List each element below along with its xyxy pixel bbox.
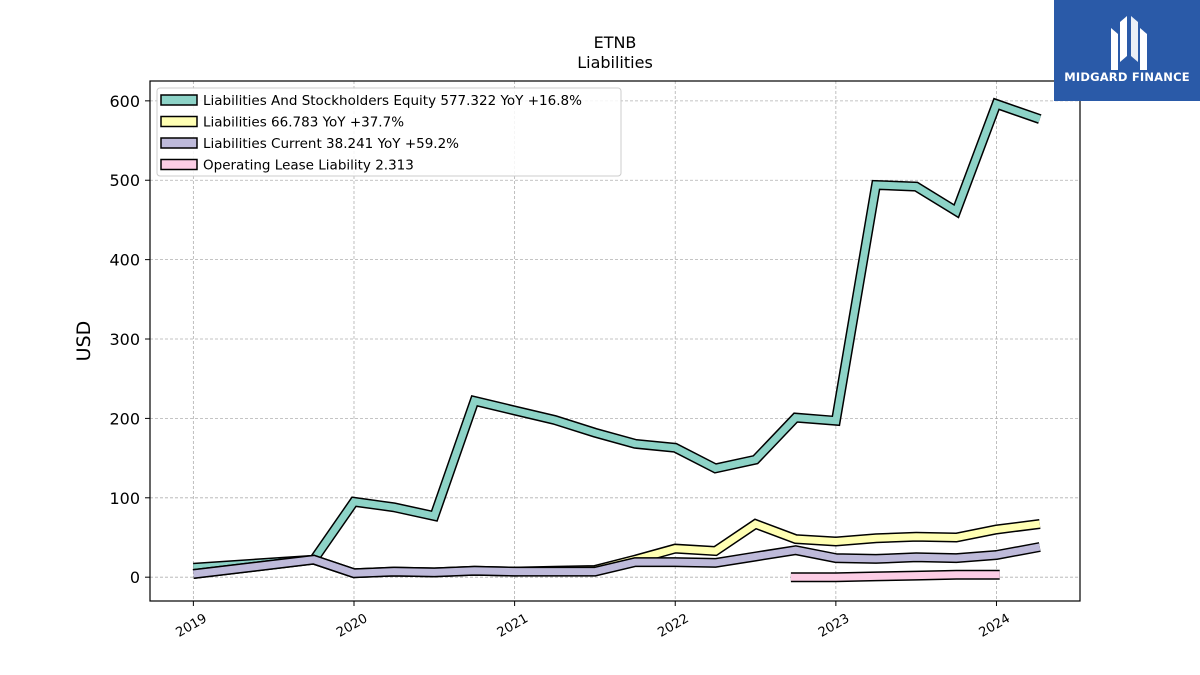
legend-swatch xyxy=(160,94,198,106)
legend-swatch xyxy=(160,115,198,128)
legend-entry: Liabilities And Stockholders Equity 577.… xyxy=(203,93,582,109)
x-tick-label: 2024 xyxy=(977,611,1013,641)
legend-entry: Liabilities 66.783 YoY +37.7% xyxy=(203,115,404,131)
y-tick-label: 0 xyxy=(130,568,140,587)
legend-entry: Operating Lease Liability 2.313 xyxy=(203,158,414,174)
legend-swatch xyxy=(160,137,198,149)
y-axis-label: USD xyxy=(73,321,95,362)
x-tick-label: 2022 xyxy=(655,611,691,641)
series-line xyxy=(192,542,1041,579)
plot-frame xyxy=(149,80,1081,602)
legend-entry: Liabilities Current 38.241 YoY +59.2% xyxy=(203,136,459,152)
series-line xyxy=(790,569,1000,583)
midgard-m-icon xyxy=(1111,16,1147,70)
legend-box xyxy=(156,87,622,177)
x-axis: 2019 2020 2021 2022 2023 2024 xyxy=(174,601,1013,641)
x-tick-label: 2023 xyxy=(816,611,852,641)
brand-logo: MIDGARD FINANCE xyxy=(1054,0,1200,101)
legend-swatch xyxy=(160,158,198,171)
y-tick-label: 500 xyxy=(109,171,140,190)
y-tick-label: 100 xyxy=(109,489,140,508)
y-tick-label: 400 xyxy=(109,251,140,270)
series-line-fill xyxy=(192,543,1041,578)
series-lines xyxy=(192,97,1042,583)
chart-title: ETNB xyxy=(594,33,637,52)
y-tick-label: 300 xyxy=(109,330,140,349)
y-axis: 0 100 200 300 400 500 600 xyxy=(109,92,150,587)
brand-name: MIDGARD FINANCE xyxy=(1064,70,1190,84)
legend: Liabilities And Stockholders Equity 577.… xyxy=(156,87,622,177)
series-line xyxy=(193,97,1042,573)
x-tick-label: 2020 xyxy=(334,611,370,641)
chart-subtitle: Liabilities xyxy=(577,53,653,72)
x-tick-label: 2019 xyxy=(174,611,210,641)
y-tick-label: 600 xyxy=(109,92,140,111)
y-tick-label: 200 xyxy=(109,409,140,428)
series-line-fill xyxy=(790,571,1000,581)
series-line-fill xyxy=(193,99,1041,572)
x-tick-label: 2021 xyxy=(495,611,531,641)
